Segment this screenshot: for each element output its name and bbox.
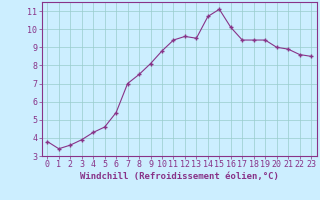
X-axis label: Windchill (Refroidissement éolien,°C): Windchill (Refroidissement éolien,°C) bbox=[80, 172, 279, 181]
